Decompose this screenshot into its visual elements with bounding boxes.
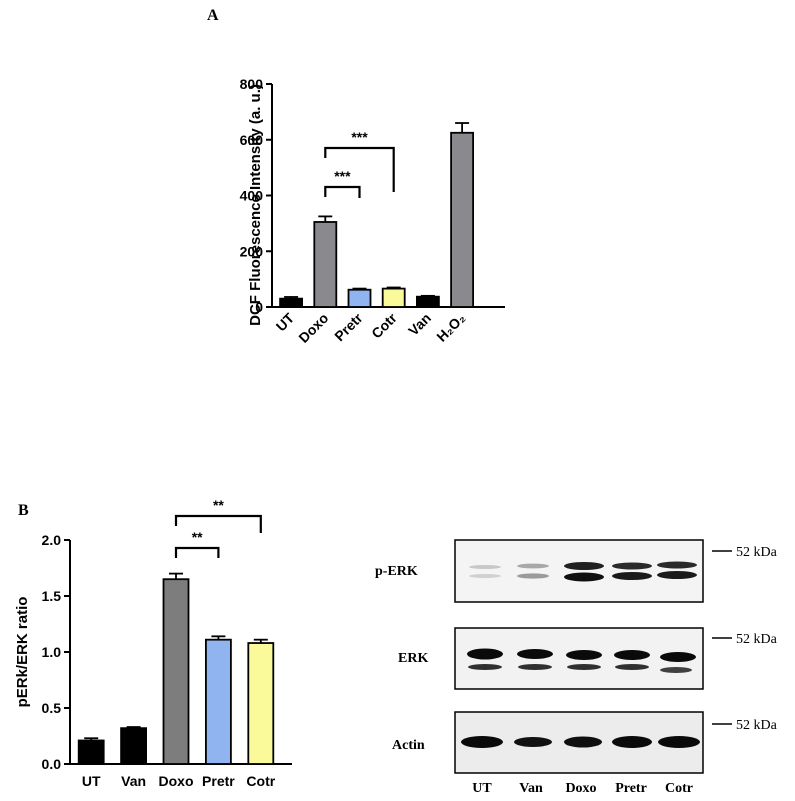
b-ytick-label: 0.5 — [42, 700, 62, 716]
band-p-erk-van-upper — [517, 563, 549, 569]
a-sig-label-pretr: *** — [334, 168, 351, 184]
band-erk-van-upper — [517, 649, 553, 659]
chart-b-ylabel: pERk/ERK ratio — [14, 597, 31, 708]
band-actin-pretr — [612, 736, 652, 748]
chart-b: pERk/ERK ratio 0.0 0.5 1.0 1.5 2.0 UT Van Doxo P… — [14, 497, 292, 789]
b-ytick-label: 1.0 — [42, 644, 62, 660]
b-bar-van — [120, 727, 147, 765]
band-p-erk-doxo-upper — [564, 562, 604, 570]
lane-label-pretr: Pretr — [615, 781, 647, 796]
a-bar-cotr — [381, 287, 406, 308]
band-erk-doxo-lower — [567, 664, 601, 670]
a-bar-ut — [279, 297, 304, 308]
band-erk-cotr-upper — [660, 652, 696, 662]
b-xtick-label-pretr: Pretr — [202, 773, 235, 789]
band-erk-ut-upper — [467, 648, 503, 660]
blot-membrane-p-erk — [454, 539, 704, 603]
band-erk-ut-lower — [468, 664, 502, 670]
b-xtick-label-doxo: Doxo — [159, 773, 194, 789]
a-bar-van — [415, 295, 440, 308]
b-sig-label-pretr: ** — [192, 529, 203, 545]
b-sig-label-cotr: ** — [213, 497, 224, 513]
band-p-erk-van-lower — [517, 573, 549, 579]
blot-label-erk: ERK — [398, 651, 428, 666]
chart-a: DCF Fluorescence Intensity (a. u.) 0 200 4… — [240, 76, 505, 346]
a-xtick-label-ut: UT — [273, 309, 298, 334]
a-ytick-label: 200 — [240, 243, 264, 259]
lane-label-van: Van — [519, 781, 543, 796]
band-p-erk-cotr-lower — [657, 571, 697, 579]
lane-label-doxo: Doxo — [565, 781, 596, 796]
a-ytick-label: 800 — [240, 76, 264, 92]
a-xtick-label-cotr: Cotr — [368, 309, 400, 341]
a-sig-label-cotr: *** — [351, 129, 368, 145]
b-bar-ut — [77, 739, 105, 765]
band-p-erk-ut-upper — [469, 565, 501, 569]
b-xtick-label-ut: UT — [82, 773, 101, 789]
b-xtick-label-van: Van — [121, 773, 146, 789]
band-p-erk-pretr-lower — [612, 572, 652, 580]
western-blot: p-ERK ERK Actin 52 kDa 52 kDa 52 kDa — [375, 539, 778, 796]
band-actin-doxo — [564, 736, 602, 748]
band-actin-cotr — [658, 736, 700, 748]
b-ytick-label: 2.0 — [42, 532, 62, 548]
band-erk-cotr-lower — [660, 667, 692, 673]
a-ytick-label: 600 — [240, 132, 264, 148]
b-sig-bracket-cotr — [174, 514, 262, 533]
b-ytick-label: 1.5 — [42, 588, 62, 604]
a-ytick-label: 400 — [240, 188, 264, 204]
b-bar-cotr — [247, 642, 275, 765]
panel-a-label: A — [207, 7, 219, 24]
band-erk-pretr-lower — [615, 664, 649, 670]
a-bar-doxo — [313, 221, 338, 308]
a-xtick-label-van: Van — [405, 310, 434, 339]
blot-label-p-erk: p-ERK — [375, 564, 418, 579]
b-xtick-label-cotr: Cotr — [246, 773, 275, 789]
band-p-erk-ut-lower — [469, 574, 501, 578]
lane-label-ut: UT — [472, 781, 492, 796]
band-p-erk-pretr-upper — [612, 562, 652, 570]
chart-a-ylabel: DCF Fluorescence Intensity (a. u.) — [247, 84, 264, 326]
a-bar-pretr — [347, 288, 372, 308]
a-xtick-label-h-o: H₂O₂ — [433, 310, 468, 345]
kda-label-p-erk: 52 kDa — [736, 545, 778, 560]
b-bar-pretr — [204, 638, 232, 765]
a-ytick-label: 0 — [255, 299, 263, 315]
b-sig-bracket-pretr — [174, 546, 220, 558]
a-sig-bracket-pretr — [324, 185, 361, 198]
panel-b-label: B — [18, 502, 29, 519]
band-actin-van — [514, 737, 552, 747]
b-ytick-label: 0.0 — [42, 756, 62, 772]
band-actin-ut — [461, 736, 503, 748]
lane-label-cotr: Cotr — [665, 781, 693, 796]
a-sig-bracket-cotr — [324, 146, 395, 192]
band-p-erk-doxo-lower — [564, 572, 604, 582]
b-bar-doxo — [162, 578, 190, 765]
band-p-erk-cotr-upper — [657, 561, 697, 569]
a-xtick-label-pretr: Pretr — [331, 309, 366, 344]
band-erk-van-lower — [518, 664, 552, 670]
blot-label-actin: Actin — [392, 738, 425, 753]
band-erk-doxo-upper — [566, 650, 602, 660]
kda-label-actin: 52 kDa — [736, 718, 778, 733]
a-xtick-label-doxo: Doxo — [295, 310, 331, 346]
a-bar-h-o — [450, 131, 475, 308]
band-erk-pretr-upper — [614, 650, 650, 660]
kda-label-erk: 52 kDa — [736, 632, 778, 647]
